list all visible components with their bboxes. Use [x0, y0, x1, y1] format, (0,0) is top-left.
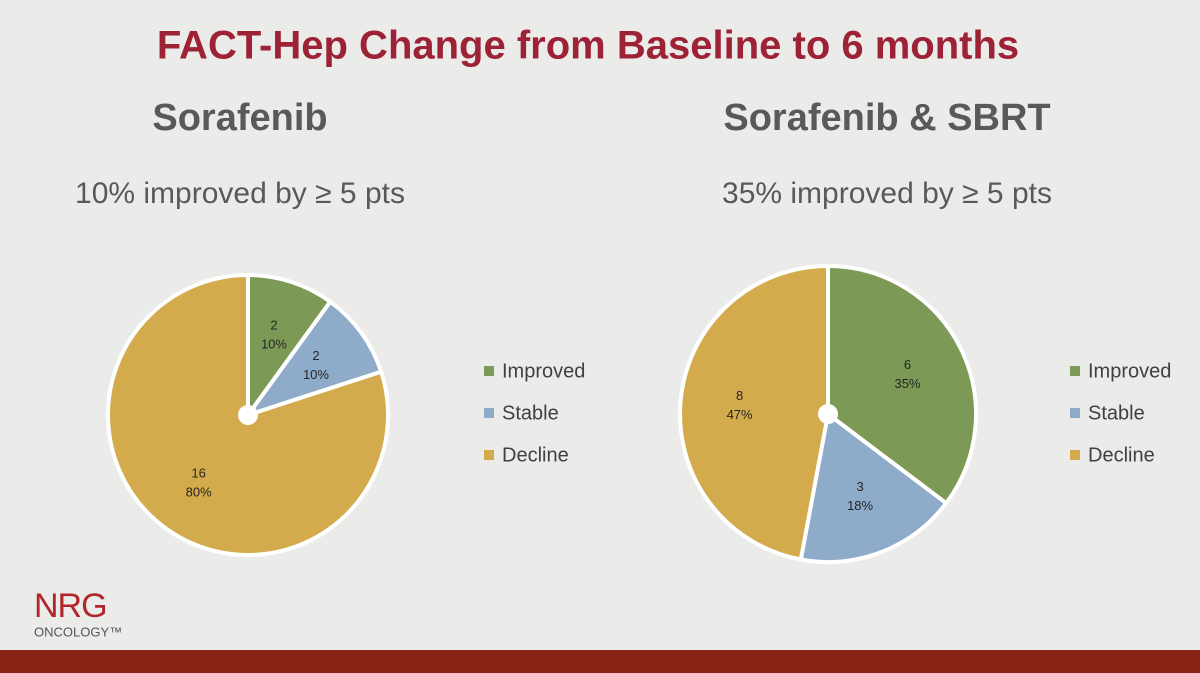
legend-swatch: [1070, 450, 1080, 460]
legend-swatch: [484, 408, 494, 418]
legend-swatch: [484, 366, 494, 376]
legend-label: Improved: [1088, 360, 1171, 382]
legend-label: Stable: [1088, 402, 1145, 424]
chart-subtitle: 35% improved by ≥ 5 pts: [722, 177, 1052, 210]
legend-swatch: [1070, 366, 1080, 376]
slice-percent: 35%: [894, 376, 920, 391]
slice-count: 16: [191, 465, 205, 480]
slice-percent: 18%: [847, 498, 873, 513]
slice-count: 2: [312, 348, 319, 363]
slice-count: 6: [904, 357, 911, 372]
logo-tagline: ONCOLOGY™: [34, 624, 122, 639]
legend-label: Decline: [502, 444, 569, 466]
legend-swatch: [1070, 408, 1080, 418]
slice-count: 2: [270, 318, 277, 333]
slice-percent: 47%: [727, 407, 753, 422]
slice-count: 3: [856, 479, 863, 494]
slice-percent: 10%: [261, 337, 287, 352]
footer-bar: [0, 650, 1200, 673]
chart-title: Sorafenib & SBRT: [723, 97, 1050, 139]
pie-slice: [678, 264, 830, 562]
legend-label: Stable: [502, 402, 559, 424]
chart-title: Sorafenib: [152, 97, 327, 139]
pie-slice: [798, 412, 949, 564]
legend-label: Decline: [1088, 444, 1155, 466]
slice-percent: 10%: [303, 367, 329, 382]
pie-center: [818, 404, 838, 424]
main-title: FACT-Hep Change from Baseline to 6 month…: [157, 24, 1019, 68]
legend-swatch: [484, 450, 494, 460]
logo-name: NRG: [34, 587, 107, 625]
slice-count: 8: [736, 388, 743, 403]
chart-subtitle: 10% improved by ≥ 5 pts: [75, 177, 405, 210]
slice-percent: 80%: [186, 484, 212, 499]
pie-center: [238, 405, 258, 425]
legend-label: Improved: [502, 360, 585, 382]
pie-slice: [826, 264, 978, 506]
